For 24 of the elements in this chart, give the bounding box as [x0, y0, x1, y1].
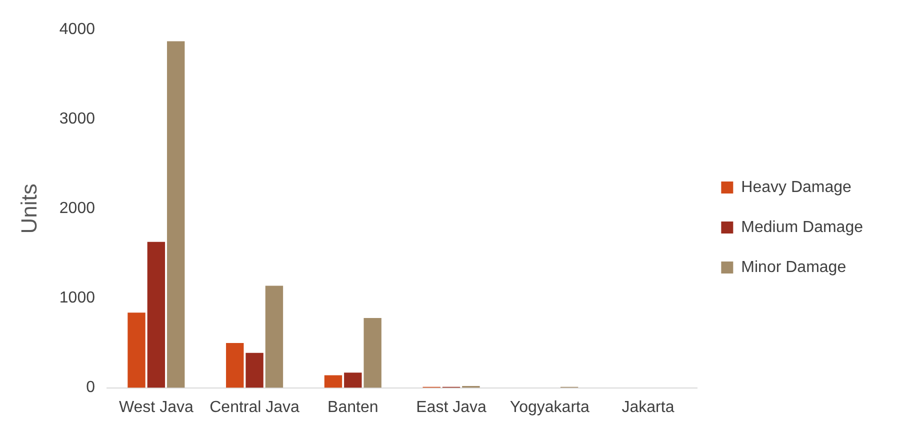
bar [246, 352, 264, 388]
bar [166, 41, 185, 388]
bar [364, 318, 382, 388]
bar [128, 312, 146, 388]
x-tick-label: West Java [118, 398, 194, 416]
bar [324, 375, 342, 388]
bar [147, 242, 166, 388]
bar [344, 372, 362, 388]
y-tick-label: 1000 [59, 290, 96, 307]
x-tick-label: Central Java [210, 398, 300, 416]
x-tick-label: Banten [328, 398, 378, 416]
x-tick-label: East Java [416, 398, 486, 416]
x-tick-label: Yogyakarta [510, 398, 590, 416]
y-tick-label: 2000 [59, 200, 96, 218]
y-tick-label: 3000 [59, 110, 96, 128]
y-tick-label: 0 [86, 379, 96, 396]
x-tick-label: Jakarta [622, 398, 674, 416]
legend-label: Minor Damage [741, 258, 846, 276]
legend-label: Heavy Damage [741, 178, 852, 196]
y-tick-label: 4000 [59, 21, 96, 38]
bar [226, 343, 244, 388]
legend-label: Medium Damage [741, 218, 864, 236]
y-axis-title: Units [16, 184, 42, 234]
bar [265, 286, 284, 388]
